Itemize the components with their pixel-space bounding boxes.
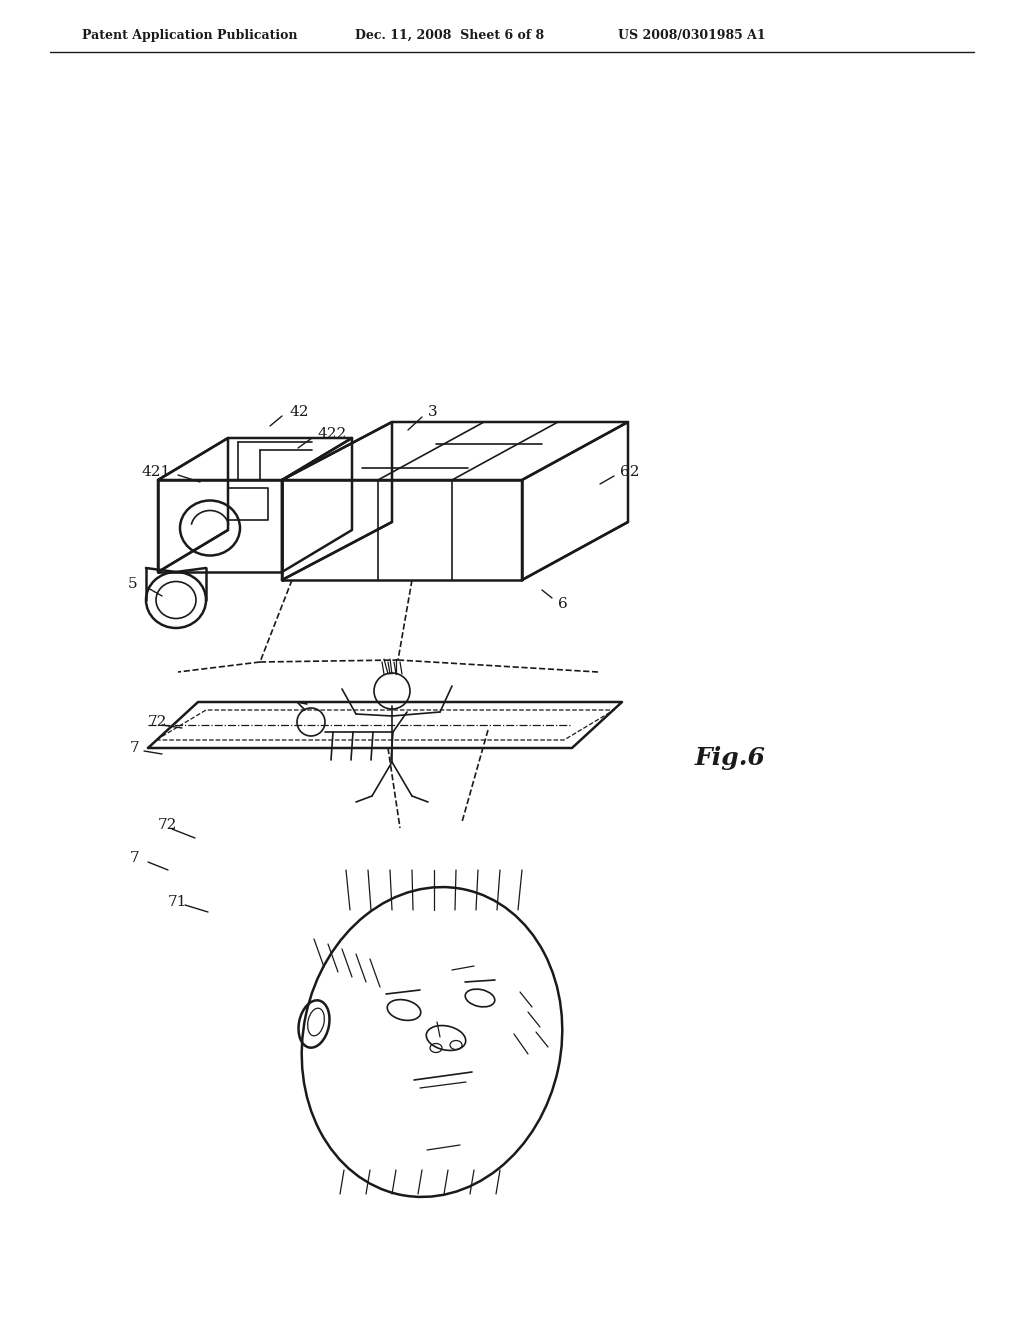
- Text: 7: 7: [130, 851, 139, 865]
- Text: 71: 71: [168, 895, 187, 909]
- Text: 5: 5: [128, 577, 137, 591]
- Text: US 2008/0301985 A1: US 2008/0301985 A1: [618, 29, 766, 41]
- Text: Patent Application Publication: Patent Application Publication: [82, 29, 298, 41]
- Text: 72: 72: [158, 818, 177, 832]
- Text: Fig.6: Fig.6: [695, 746, 766, 770]
- Text: Dec. 11, 2008  Sheet 6 of 8: Dec. 11, 2008 Sheet 6 of 8: [355, 29, 544, 41]
- Text: 6: 6: [558, 597, 567, 611]
- Text: 422: 422: [318, 426, 347, 441]
- Text: 421: 421: [142, 465, 171, 479]
- Text: 3: 3: [428, 405, 437, 418]
- Text: 7: 7: [130, 741, 139, 755]
- Text: 72: 72: [148, 715, 167, 729]
- Text: 62: 62: [620, 465, 640, 479]
- Text: 42: 42: [290, 405, 309, 418]
